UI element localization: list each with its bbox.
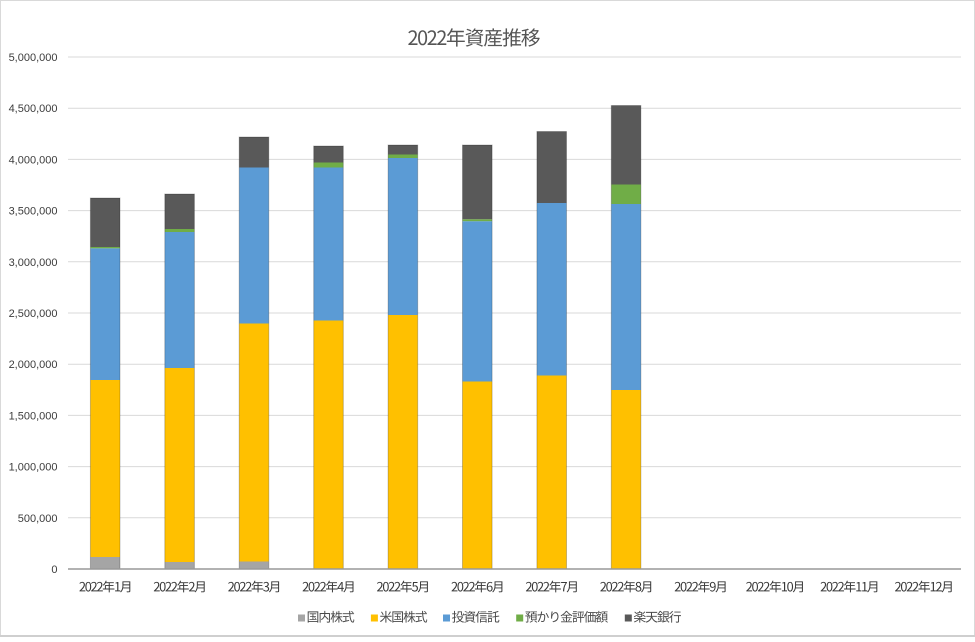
svg-text:5,000,000: 5,000,000 (9, 52, 58, 64)
svg-text:1,500,000: 1,500,000 (9, 410, 58, 422)
svg-text:2,000,000: 2,000,000 (9, 359, 58, 371)
svg-text:4,500,000: 4,500,000 (9, 103, 58, 115)
svg-text:3,500,000: 3,500,000 (9, 206, 58, 218)
svg-text:3,000,000: 3,000,000 (9, 257, 58, 269)
svg-text:2,500,000: 2,500,000 (9, 308, 58, 320)
svg-text:4,000,000: 4,000,000 (9, 154, 58, 166)
svg-text:1,000,000: 1,000,000 (9, 462, 58, 474)
svg-text:500,000: 500,000 (18, 513, 58, 525)
svg-text:0: 0 (51, 564, 57, 576)
